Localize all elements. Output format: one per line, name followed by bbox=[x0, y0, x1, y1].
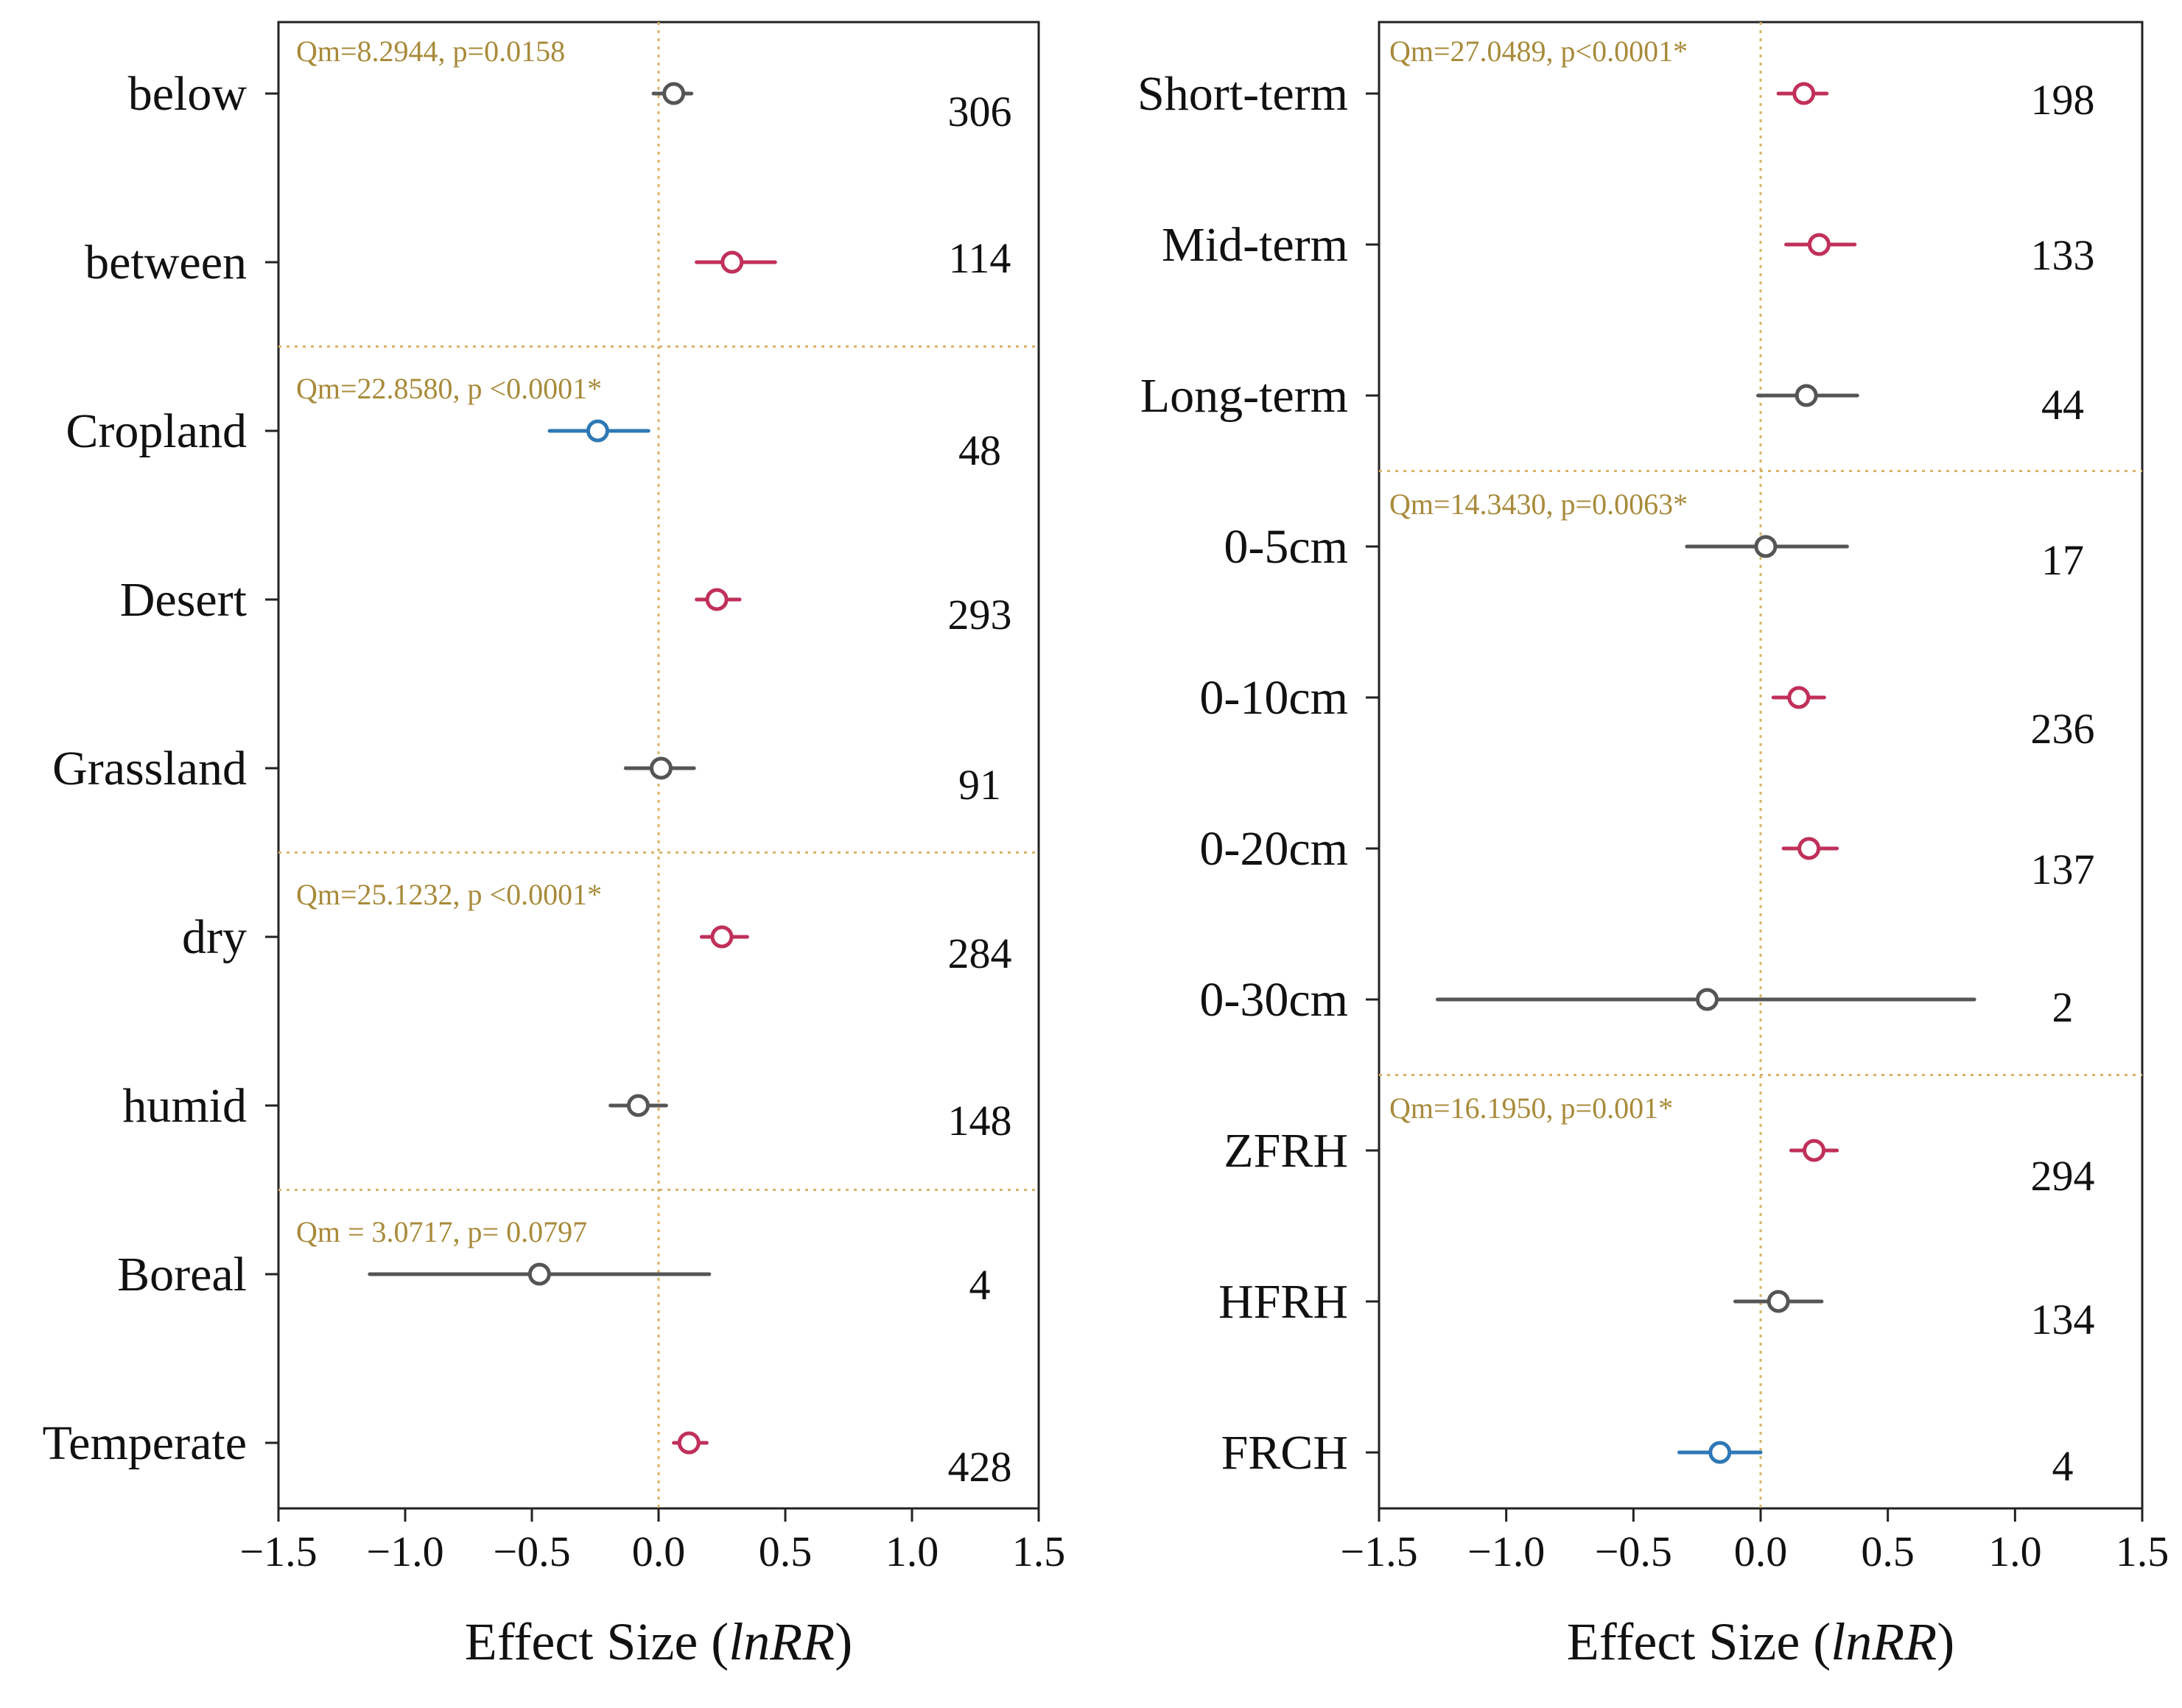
x-axis-title-text: Effect Size ( bbox=[1567, 1612, 1831, 1671]
category-label: HFRH bbox=[1218, 1275, 1348, 1329]
category-label: Desert bbox=[120, 573, 247, 627]
x-tick-label: 0.0 bbox=[632, 1528, 686, 1575]
mean-marker bbox=[662, 82, 686, 105]
sample-size-label: 236 bbox=[2031, 705, 2095, 753]
x-tick-label: 0.5 bbox=[1861, 1528, 1915, 1575]
sample-size-label: 284 bbox=[948, 929, 1012, 977]
x-tick-label: 0.0 bbox=[1734, 1528, 1788, 1575]
x-tick-label: 1.0 bbox=[1988, 1528, 2042, 1575]
sample-size-label: 198 bbox=[2031, 76, 2095, 124]
mean-marker bbox=[710, 925, 734, 949]
category-label: between bbox=[85, 236, 247, 289]
group-stats-label: Qm=16.1950, p=0.001* bbox=[1389, 1092, 1673, 1125]
sample-size-label: 133 bbox=[2031, 231, 2095, 279]
mean-marker bbox=[1787, 686, 1811, 709]
sample-size-label: 17 bbox=[2041, 536, 2084, 584]
group-stats-label: Qm=14.3430, p=0.0063* bbox=[1389, 488, 1688, 521]
category-label: 0-30cm bbox=[1199, 973, 1348, 1027]
sample-size-label: 48 bbox=[958, 426, 1001, 474]
mean-marker bbox=[1708, 1441, 1732, 1464]
mean-marker bbox=[1754, 535, 1778, 558]
group-stats-label: Qm=22.8580, p <0.0001* bbox=[296, 372, 602, 405]
category-label: 0-20cm bbox=[1199, 822, 1348, 876]
category-label: dry bbox=[182, 910, 247, 964]
sample-size-label: 137 bbox=[2031, 846, 2095, 893]
category-label: Short-term bbox=[1137, 67, 1348, 121]
mean-marker bbox=[626, 1094, 650, 1117]
category-label: Cropland bbox=[66, 404, 247, 458]
category-label: FRCH bbox=[1221, 1426, 1348, 1480]
x-axis-title-text: Effect Size ( bbox=[465, 1612, 729, 1671]
mean-marker bbox=[677, 1431, 701, 1455]
mean-marker bbox=[1767, 1290, 1790, 1313]
sample-size-label: 2 bbox=[2052, 983, 2074, 1031]
mean-marker bbox=[527, 1262, 551, 1286]
x-tick-label: −1.5 bbox=[239, 1528, 317, 1575]
category-label: ZFRH bbox=[1224, 1124, 1348, 1178]
category-label: 0-5cm bbox=[1224, 520, 1348, 574]
sample-size-label: 4 bbox=[2052, 1442, 2074, 1490]
category-label: Mid-term bbox=[1162, 218, 1348, 272]
sample-size-label: 293 bbox=[948, 591, 1012, 639]
x-axis-title-close: ) bbox=[835, 1612, 852, 1671]
x-tick-label: 1.0 bbox=[885, 1528, 939, 1575]
category-label: Grassland bbox=[52, 742, 247, 795]
sample-size-label: 294 bbox=[2031, 1152, 2095, 1200]
category-label: Boreal bbox=[117, 1248, 247, 1301]
mean-marker bbox=[1797, 837, 1821, 860]
panel-1: −1.5 −1.0 −0.5 0.0 0.5 1.0 1.5 Effect Size (lnR… bbox=[42, 21, 1066, 1671]
mean-marker bbox=[1807, 233, 1831, 256]
sample-size-label: 44 bbox=[2041, 381, 2084, 429]
x-tick-label: −0.5 bbox=[1595, 1528, 1672, 1575]
sample-size-label: 4 bbox=[969, 1261, 991, 1309]
sample-size-label: 91 bbox=[958, 761, 1001, 809]
group-stats-label: Qm = 3.0717, p= 0.0797 bbox=[296, 1215, 587, 1248]
group-stats-label: Qm=8.2944, p=0.0158 bbox=[296, 35, 565, 68]
category-label: Temperate bbox=[42, 1416, 247, 1470]
plot-frame bbox=[1378, 21, 2144, 1510]
x-tick-label: −1.0 bbox=[366, 1528, 443, 1575]
x-tick-label: −0.5 bbox=[493, 1528, 570, 1575]
sample-size-label: 428 bbox=[948, 1443, 1012, 1491]
category-label: Long-term bbox=[1140, 369, 1348, 423]
mean-marker bbox=[1803, 1139, 1826, 1162]
x-axis-title-italic: lnRR bbox=[729, 1612, 835, 1671]
x-axis-title: Effect Size (lnRR) bbox=[1567, 1612, 1954, 1671]
mean-marker bbox=[705, 588, 729, 611]
mean-marker bbox=[649, 756, 673, 780]
category-label: humid bbox=[122, 1079, 247, 1133]
mean-marker bbox=[586, 419, 609, 443]
sample-size-label: 114 bbox=[949, 234, 1011, 282]
category-label: 0-10cm bbox=[1199, 671, 1348, 725]
x-tick-label: 0.5 bbox=[759, 1528, 813, 1575]
sample-size-label: 148 bbox=[948, 1097, 1012, 1145]
sample-size-label: 134 bbox=[2031, 1296, 2095, 1343]
x-tick-label: −1.5 bbox=[1340, 1528, 1417, 1575]
mean-marker bbox=[720, 250, 744, 274]
x-axis-title: Effect Size (lnRR) bbox=[465, 1612, 852, 1671]
x-tick-label: 1.5 bbox=[2116, 1528, 2169, 1575]
group-stats-label: Qm=25.1232, p <0.0001* bbox=[296, 878, 602, 911]
panel-2: −1.5 −1.0 −0.5 0.0 0.5 1.0 1.5 Effect Size (lnR… bbox=[1137, 21, 2169, 1671]
mean-marker bbox=[1695, 988, 1719, 1011]
mean-marker bbox=[1792, 82, 1816, 105]
mean-marker bbox=[1795, 384, 1818, 407]
group-stats-label: Qm=27.0489, p<0.0001* bbox=[1389, 35, 1688, 68]
category-label: below bbox=[128, 67, 248, 121]
x-axis-title-italic: lnRR bbox=[1831, 1612, 1937, 1671]
x-axis-title-close: ) bbox=[1937, 1612, 1954, 1671]
sample-size-label: 306 bbox=[948, 88, 1012, 136]
x-tick-label: 1.5 bbox=[1012, 1528, 1066, 1575]
x-tick-label: −1.0 bbox=[1467, 1528, 1545, 1575]
